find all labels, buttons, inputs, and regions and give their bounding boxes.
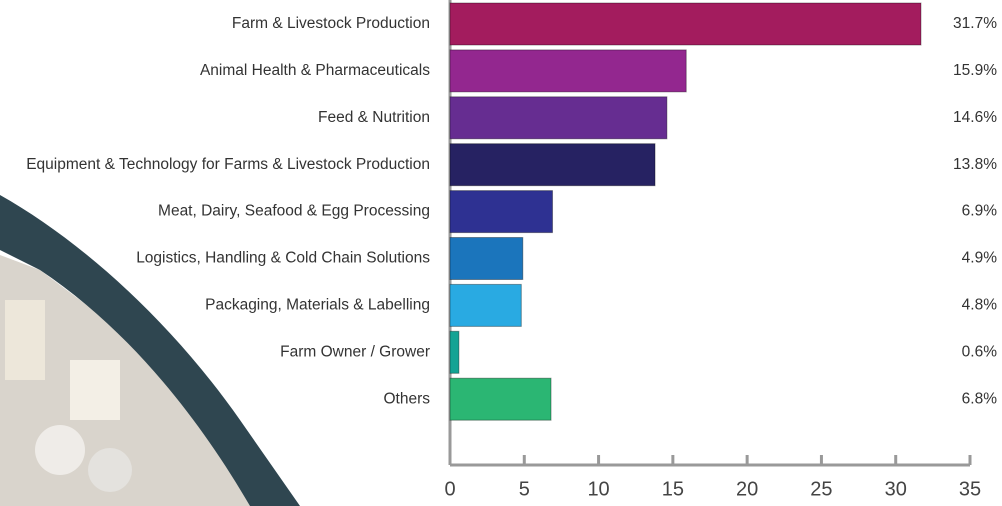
x-tick-label: 15 (662, 478, 684, 500)
y-tick-label: Packaging, Materials & Labelling (205, 296, 430, 313)
x-tick-label: 0 (444, 478, 455, 500)
value-label: 13.8% (953, 156, 997, 173)
bar (449, 237, 524, 280)
photo-people (35, 425, 85, 475)
y-tick-label: Meat, Dairy, Seafood & Egg Processing (158, 203, 430, 220)
value-label: 6.8% (962, 390, 998, 407)
bar (449, 190, 554, 234)
photo-panel (5, 300, 45, 380)
value-label: 6.9% (962, 203, 998, 220)
photo-panel (70, 360, 120, 420)
x-tick-label: 5 (519, 478, 530, 500)
bar (449, 377, 552, 421)
y-tick-label: Animal Health & Pharmaceuticals (200, 62, 430, 79)
value-label: 15.9% (953, 62, 997, 79)
x-tick-label: 30 (885, 478, 907, 500)
x-tick-label: 35 (959, 478, 981, 500)
x-tick-label: 25 (810, 478, 832, 500)
bar (449, 2, 922, 46)
value-label: 14.6% (953, 109, 997, 126)
value-label: 0.6% (962, 343, 998, 360)
photo-people (88, 448, 132, 492)
decorative-photo (0, 195, 300, 506)
bar (449, 96, 668, 140)
value-label: 4.9% (962, 250, 998, 267)
y-tick-label: Farm & Livestock Production (232, 15, 430, 32)
decorative-band (0, 195, 300, 506)
x-tick-label: 20 (736, 478, 758, 500)
value-label: 4.8% (962, 296, 998, 313)
bar (449, 283, 522, 327)
bar (449, 143, 656, 187)
y-tick-label: Logistics, Handling & Cold Chain Solutio… (136, 250, 430, 267)
y-tick-label: Farm Owner / Grower (280, 343, 430, 360)
x-tick-label: 10 (587, 478, 609, 500)
y-tick-label: Others (383, 390, 430, 407)
y-tick-label: Feed & Nutrition (318, 109, 430, 126)
bar (449, 330, 460, 374)
value-label: 31.7% (953, 15, 997, 32)
y-tick-label: Equipment & Technology for Farms & Lives… (26, 156, 430, 173)
bar (449, 49, 687, 93)
